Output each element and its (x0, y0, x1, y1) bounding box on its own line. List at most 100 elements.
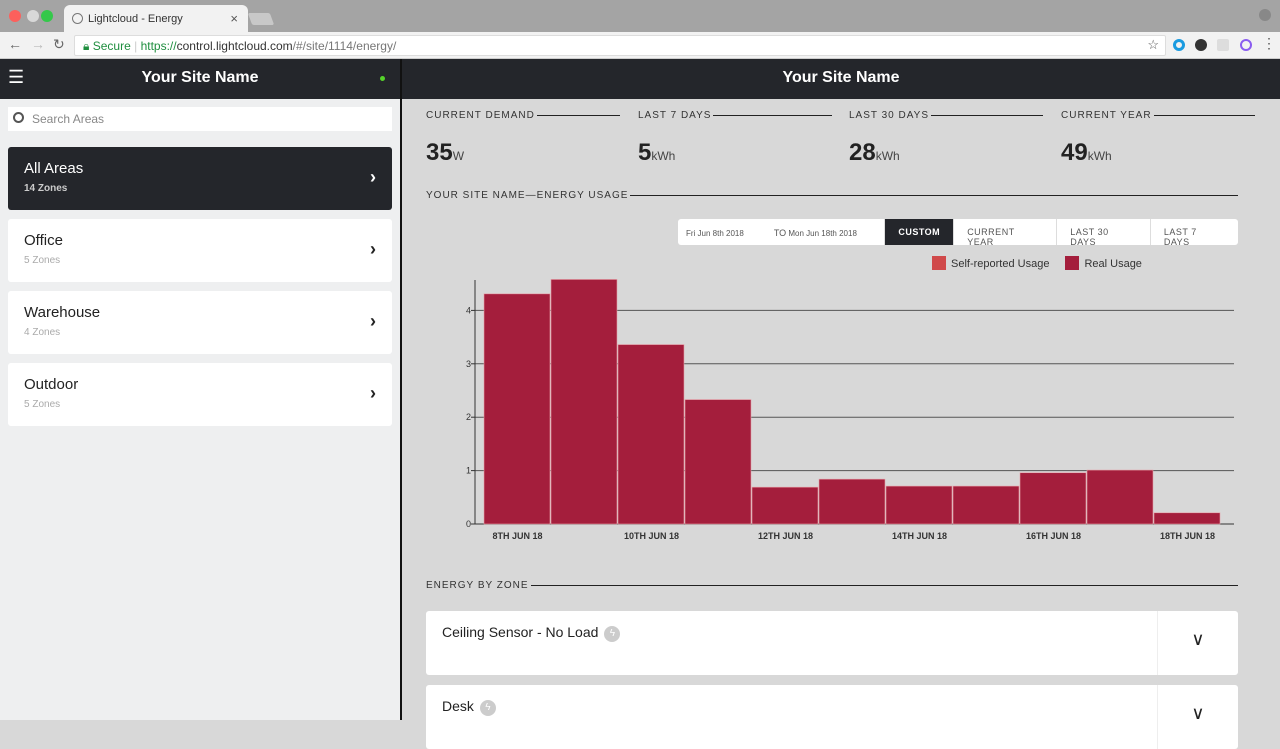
search-areas-input[interactable]: Search Areas (8, 107, 392, 131)
stat-label: LAST 7 DAYS (638, 110, 832, 121)
minimize-window-button[interactable] (27, 10, 39, 22)
search-placeholder: Search Areas (32, 112, 105, 126)
stat-value: 5 (638, 139, 652, 166)
legend-swatch (1065, 256, 1080, 270)
bar-9th-jun-18 (550, 279, 618, 525)
bookmark-star-icon[interactable]: ☆ (1147, 37, 1159, 52)
reload-icon[interactable]: ↻ (53, 36, 65, 52)
bar-12th-jun-18 (751, 486, 819, 525)
tab-title: Lightcloud - Energy (88, 13, 183, 25)
energy-usage-chart: 0 1 2 3 4 8TH JUN 18 10TH JUN 18 12TH JUN 18 14T… (466, 279, 1234, 541)
url-path: /#/site/1114/energy/ (292, 39, 397, 53)
favicon-icon (72, 13, 83, 24)
area-item-office[interactable]: Office 5 Zones › (8, 219, 392, 282)
legend-item-real-usage[interactable]: Real Usage (1065, 256, 1142, 270)
y-tick-label: 0 (466, 519, 471, 529)
legend-item-self-reported[interactable]: Self-reported Usage (932, 256, 1049, 270)
profile-icon[interactable] (1259, 9, 1271, 21)
back-icon[interactable]: ← (8, 36, 22, 52)
zone-row[interactable]: Desk ϟ ∨ (426, 685, 1238, 749)
x-tick-label: 8TH JUN 18 (492, 531, 542, 541)
close-tab-icon[interactable]: × (230, 11, 238, 26)
stat-unit: kWh (875, 149, 900, 163)
range-last-30-days-button[interactable]: LAST 30 DAYS (1056, 219, 1150, 247)
chrome-menu-icon[interactable]: ⋮ (1262, 35, 1276, 51)
y-tick-label: 4 (466, 305, 471, 315)
zone-name: Desk (442, 698, 474, 714)
date-range-selector: Fri Jun 8th 2018 TO Mon Jun 18th 2018 CUS… (678, 219, 1238, 247)
extension-icon[interactable] (1195, 39, 1207, 51)
hamburger-menu-icon[interactable]: ☰ (8, 67, 25, 87)
range-current-year-button[interactable]: CURRENT YEAR (953, 219, 1056, 247)
energy-by-zone-heading: ENERGY BY ZONE (426, 580, 1238, 591)
area-zone-count: 5 Zones (24, 255, 61, 266)
legend-swatch (932, 256, 946, 270)
y-tick-label: 2 (466, 412, 471, 422)
x-tick-label: 16TH JUN 18 (1026, 531, 1081, 541)
area-name: Warehouse (24, 304, 101, 321)
forward-icon[interactable]: → (31, 36, 45, 52)
bar-18th-jun-18 (1153, 512, 1221, 525)
area-name: All Areas (24, 160, 84, 177)
chevron-right-icon: › (370, 311, 376, 331)
url-scheme: https:// (140, 39, 177, 53)
stat-label: CURRENT DEMAND (426, 110, 620, 121)
lightning-bolt-icon: ϟ (479, 700, 496, 716)
to-label: TO (773, 228, 787, 238)
range-last-7-days-button[interactable]: LAST 7 DAYS (1149, 219, 1238, 247)
x-tick-label: 18TH JUN 18 (1160, 531, 1215, 541)
area-item-outdoor[interactable]: Outdoor 5 Zones › (8, 363, 392, 426)
bar-17th-jun-18 (1086, 469, 1154, 525)
stat-current-demand: CURRENT DEMAND 35W (426, 110, 620, 167)
chart-legend: Self-reported Usage Real Usage (932, 256, 1142, 270)
bar-16th-jun-18 (1019, 472, 1087, 525)
bar-8th-jun-18 (483, 293, 551, 525)
area-zone-count: 14 Zones (24, 183, 68, 194)
url-host: control.lightcloud.com (176, 39, 293, 53)
url-input[interactable]: 🔒︎ Secure | https://control.lightcloud.c… (74, 35, 1166, 56)
extension-icon[interactable] (1173, 39, 1185, 51)
stat-last-30-days: LAST 30 DAYS 28kWh (849, 110, 1043, 167)
secure-label: Secure (92, 39, 131, 53)
stat-unit: kWh (651, 149, 676, 163)
new-tab-button[interactable] (247, 13, 275, 25)
date-range-input[interactable]: Fri Jun 8th 2018 TO Mon Jun 18th 2018 (678, 219, 884, 245)
lock-icon: 🔒︎ (83, 39, 90, 53)
bar-10th-jun-18 (617, 344, 685, 525)
stat-label: CURRENT YEAR (1061, 110, 1255, 121)
zone-row[interactable]: Ceiling Sensor - No Load ϟ ∨ (426, 611, 1238, 675)
close-window-button[interactable] (9, 10, 21, 22)
expand-chevron-icon[interactable]: ∨ (1157, 611, 1238, 675)
chevron-right-icon: › (370, 167, 376, 187)
area-item-warehouse[interactable]: Warehouse 4 Zones › (8, 291, 392, 354)
bar-13th-jun-18 (818, 478, 886, 525)
stat-last-7-days: LAST 7 DAYS 5kWh (638, 110, 832, 167)
stat-current-year: CURRENT YEAR 49kWh (1061, 110, 1255, 167)
bar-14th-jun-18 (885, 485, 953, 525)
main-header: Your Site Name (402, 59, 1280, 99)
main-site-title: Your Site Name (782, 69, 900, 86)
expand-chevron-icon[interactable]: ∨ (1157, 685, 1238, 749)
extension-icon[interactable] (1217, 39, 1229, 51)
y-tick-label: 3 (466, 359, 471, 369)
x-tick-label: 14TH JUN 18 (892, 531, 947, 541)
x-tick-label: 10TH JUN 18 (624, 531, 679, 541)
stat-label: LAST 30 DAYS (849, 110, 1043, 121)
date-to: Mon Jun 18th 2018 (788, 229, 857, 238)
browser-tab[interactable]: Lightcloud - Energy × (64, 5, 248, 32)
range-custom-button[interactable]: CUSTOM (884, 219, 954, 245)
online-status-dot (380, 76, 385, 81)
area-zone-count: 5 Zones (24, 399, 61, 410)
legend-label: Real Usage (1084, 258, 1142, 270)
extension-icon[interactable] (1240, 39, 1252, 51)
stat-value: 49 (1061, 139, 1088, 166)
area-item-all-areas[interactable]: All Areas 14 Zones › (8, 147, 392, 210)
chevron-right-icon: › (370, 383, 376, 403)
maximize-window-button[interactable] (41, 10, 53, 22)
area-name: Outdoor (24, 376, 79, 393)
stat-value: 35 (426, 139, 453, 166)
energy-usage-heading: YOUR SITE NAME—ENERGY USAGE (426, 190, 1238, 201)
date-from: Fri Jun 8th 2018 (686, 229, 744, 238)
lightning-bolt-icon: ϟ (604, 626, 621, 642)
stat-unit: kWh (1087, 149, 1112, 163)
